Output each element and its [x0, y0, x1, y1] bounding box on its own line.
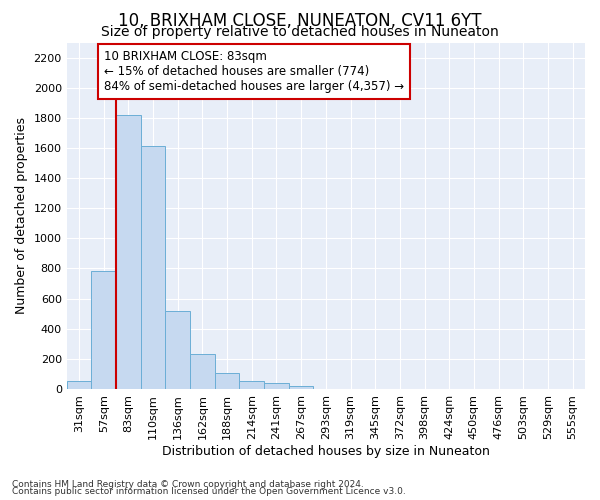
Bar: [141, 146, 166, 389]
Text: Contains HM Land Registry data © Crown copyright and database right 2024.: Contains HM Land Registry data © Crown c…: [12, 480, 364, 489]
Text: Contains public sector information licensed under the Open Government Licence v3: Contains public sector information licen…: [12, 487, 406, 496]
Y-axis label: Number of detached properties: Number of detached properties: [15, 117, 28, 314]
Bar: [190, 354, 215, 389]
Bar: [116, 115, 141, 389]
X-axis label: Distribution of detached houses by size in Nuneaton: Distribution of detached houses by size …: [162, 444, 490, 458]
Bar: [289, 386, 313, 389]
Bar: [264, 383, 289, 389]
Text: Size of property relative to detached houses in Nuneaton: Size of property relative to detached ho…: [101, 25, 499, 39]
Bar: [91, 272, 116, 389]
Bar: [166, 310, 190, 389]
Bar: [215, 373, 239, 389]
Text: 10 BRIXHAM CLOSE: 83sqm
← 15% of detached houses are smaller (774)
84% of semi-d: 10 BRIXHAM CLOSE: 83sqm ← 15% of detache…: [104, 50, 404, 93]
Bar: [67, 380, 91, 389]
Bar: [239, 380, 264, 389]
Text: 10, BRIXHAM CLOSE, NUNEATON, CV11 6YT: 10, BRIXHAM CLOSE, NUNEATON, CV11 6YT: [118, 12, 482, 30]
